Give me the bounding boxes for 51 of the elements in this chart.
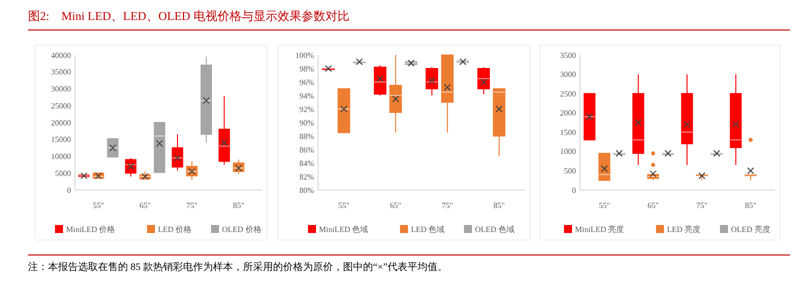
legend-label: OLED 亮度: [731, 225, 770, 234]
y-tick-label: 0: [572, 186, 576, 195]
x-tick-label: 75": [442, 201, 454, 210]
y-tick-label: 86%: [299, 145, 314, 154]
y-tick-label: 84%: [299, 158, 314, 168]
legend-label: OLED 价格: [222, 225, 262, 234]
y-tick-label: 90%: [299, 118, 314, 128]
y-tick-label: 96%: [299, 78, 314, 87]
legend-label: LED 亮度: [667, 225, 701, 234]
y-tick-label: 3000: [560, 70, 576, 80]
y-tick-label: 92%: [299, 104, 314, 114]
legend-label: MiniLED 价格: [66, 225, 116, 234]
x-tick-label: 85": [744, 201, 756, 210]
y-tick-label: 2000: [560, 108, 576, 118]
y-tick-label: 500: [564, 166, 576, 176]
y-tick-label: 25000: [51, 101, 71, 110]
legend-label: MiniLED 亮度: [575, 225, 624, 234]
y-tick-label: 94%: [299, 91, 314, 100]
x-tick-label: 55": [338, 201, 350, 210]
y-tick-label: 2500: [560, 89, 576, 98]
legend-label: MiniLED 色域: [319, 225, 368, 234]
legend-label: LED 色域: [411, 225, 445, 234]
y-tick-label: 100%: [295, 50, 314, 60]
x-tick-label: 75": [186, 201, 198, 210]
y-tick-label: 10000: [51, 152, 71, 162]
y-tick-label: 88%: [299, 132, 314, 141]
y-tick-label: 80%: [299, 186, 314, 195]
y-tick-label: 15000: [51, 135, 71, 144]
legend-label: OLED 色域: [475, 225, 514, 234]
x-tick-label: 55": [598, 201, 610, 210]
y-tick-label: 1000: [560, 147, 576, 156]
x-tick-label: 55": [92, 201, 104, 210]
x-tick-label: 85": [232, 201, 244, 210]
y-tick-label: 40000: [51, 50, 71, 60]
y-tick-label: 5000: [55, 168, 71, 178]
chart-title: 图2: Mini LED、LED、OLED 电视价格与显示效果参数对比: [28, 9, 350, 23]
x-tick-label: 65": [647, 201, 659, 210]
x-tick-label: 75": [696, 201, 708, 210]
y-tick-label: 82%: [299, 172, 314, 182]
y-tick-label: 35000: [51, 68, 71, 77]
y-tick-label: 3500: [560, 50, 576, 60]
y-tick-label: 0: [67, 186, 71, 195]
x-tick-label: 65": [390, 201, 402, 210]
text: 注：本报告选取在售的 85 款热销彩电作为样本，所采用的价格为原价，图中的“×”代表平均值。: [28, 261, 448, 273]
x-tick-label: 65": [139, 201, 151, 210]
y-tick-label: 1500: [560, 128, 576, 137]
y-tick-label: 20000: [51, 118, 71, 128]
y-tick-label: 98%: [299, 64, 314, 74]
x-tick-label: 85": [493, 201, 505, 210]
legend-label: LED 价格: [158, 225, 192, 234]
y-tick-label: 30000: [51, 84, 71, 94]
